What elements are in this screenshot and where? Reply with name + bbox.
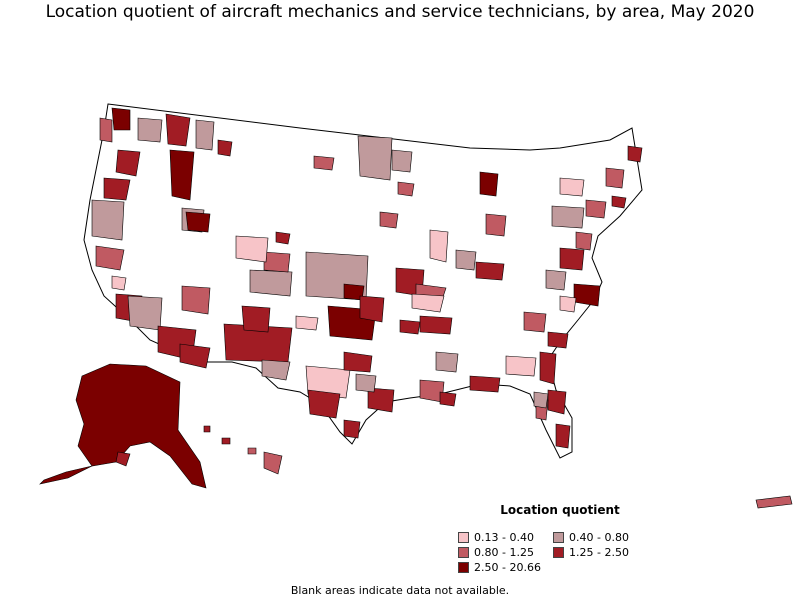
legend-swatch-2 [553,532,564,543]
area-wa-central[interactable] [137,117,163,143]
area-connecticut[interactable] [611,195,627,209]
area-spokane[interactable] [165,113,191,147]
area-wisconsin[interactable] [397,181,415,197]
area-oregon-east[interactable] [103,177,131,201]
area-alabama[interactable] [505,355,537,377]
area-orlando[interactable] [547,389,567,415]
legend-label-1: 0.13 - 0.40 [474,531,534,544]
area-nd-east[interactable] [357,135,393,181]
legend-swatch-1 [458,532,469,543]
area-hawaii-oahu[interactable] [221,437,231,445]
area-tulsa[interactable] [359,295,385,323]
area-ca-bay[interactable] [111,275,127,291]
legend-swatch-3 [458,547,469,558]
legend-label-4: 1.25 - 2.50 [569,546,629,559]
area-seattle[interactable] [111,107,131,131]
area-san-antonio[interactable] [307,389,341,419]
area-kentucky[interactable] [475,261,505,281]
legend-title: Location quotient [500,503,620,517]
area-memphis[interactable] [399,319,421,335]
legend-swatch-4 [553,547,564,558]
area-dc[interactable] [575,231,593,251]
area-upstate-ny[interactable] [559,177,585,197]
area-chicago[interactable] [429,229,449,263]
area-fl-panhandle[interactable] [533,391,549,409]
area-ca-north[interactable] [91,199,125,241]
area-ok-panhandle[interactable] [295,315,319,331]
area-alaska[interactable] [75,363,207,489]
area-hawaii-maui[interactable] [247,447,257,455]
map-title: Location quotient of aircraft mechanics … [45,2,755,22]
area-carolina-pink[interactable] [559,295,577,313]
area-hawaii-big-island[interactable] [263,451,283,475]
area-fort-worth[interactable] [343,351,373,373]
area-ca-inland[interactable] [127,295,163,331]
area-wyoming[interactable] [235,235,269,263]
legend-swatch-5 [458,562,469,573]
area-ohio[interactable] [485,213,507,237]
area-tennessee[interactable] [419,315,453,335]
area-corpus[interactable] [343,419,361,439]
area-idaho-north[interactable] [195,119,215,151]
area-raleigh[interactable] [545,269,567,291]
area-new-england[interactable] [605,167,625,189]
area-alaska-south[interactable] [115,451,131,467]
area-michigan-north[interactable] [479,171,499,197]
area-alaska-aleutians[interactable] [39,465,93,485]
area-miami[interactable] [555,423,571,449]
area-montana-west[interactable] [217,139,233,157]
legend-label-3: 0.80 - 1.25 [474,546,534,559]
area-wa-coast[interactable] [99,117,113,143]
legend-label-2: 0.40 - 0.80 [569,531,629,544]
legend-item-1: 0.13 - 0.40 [458,531,534,544]
area-maine[interactable] [627,145,643,163]
area-puerto-rico[interactable] [755,495,793,509]
area-virginia[interactable] [559,247,585,271]
area-mississippi[interactable] [435,351,459,373]
area-north-carolina[interactable] [573,283,601,307]
area-albuquerque[interactable] [241,305,271,333]
hawaii [203,425,283,475]
data-availability-note: Blank areas indicate data not available. [290,584,510,597]
legend-item-3: 0.80 - 1.25 [458,546,534,559]
area-hawaii-kauai[interactable] [203,425,211,433]
area-colorado-springs[interactable] [275,231,291,245]
area-new-york[interactable] [585,199,607,219]
area-indiana[interactable] [455,249,477,271]
area-georgia[interactable] [523,311,547,333]
area-nm-south[interactable] [261,359,291,381]
legend-item-4: 1.25 - 2.50 [553,546,629,559]
area-oregon-central[interactable] [115,149,141,177]
puerto-rico [755,495,793,509]
area-salt-lake[interactable] [185,211,211,233]
area-iowa[interactable] [379,211,399,229]
area-tucson[interactable] [179,343,211,369]
area-south-carolina[interactable] [547,331,569,349]
area-arkansas[interactable] [411,293,445,313]
area-polygons [91,107,643,449]
legend-item-2: 0.40 - 0.80 [553,531,629,544]
area-denver[interactable] [263,251,291,273]
area-mobile[interactable] [469,375,501,393]
area-colorado-east[interactable] [249,269,293,297]
legend-item-5: 2.50 - 20.66 [458,561,541,574]
alaska [39,363,207,489]
area-houston[interactable] [367,387,395,413]
area-pennsylvania[interactable] [551,205,585,229]
area-minneapolis[interactable] [391,149,413,173]
area-boise-region[interactable] [169,149,195,201]
area-jacksonville[interactable] [539,351,557,385]
area-tx-east[interactable] [355,373,377,393]
area-arizona-north[interactable] [181,285,211,315]
legend-label-5: 2.50 - 20.66 [474,561,541,574]
area-ca-central[interactable] [95,245,125,271]
area-new-orleans[interactable] [439,391,457,407]
area-sd[interactable] [313,155,335,171]
area-dallas[interactable] [305,365,351,399]
